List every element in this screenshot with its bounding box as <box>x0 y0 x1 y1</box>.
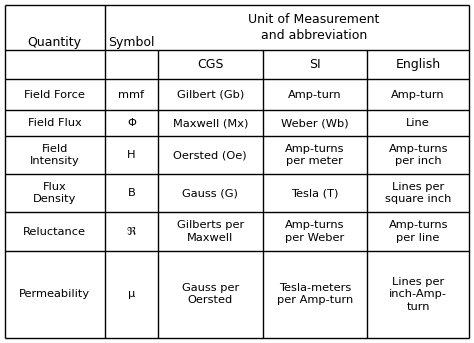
Text: Amp-turns
per meter: Amp-turns per meter <box>285 144 345 166</box>
Text: Lines per
square inch: Lines per square inch <box>385 182 451 204</box>
Text: Gilberts per
Maxwell: Gilberts per Maxwell <box>177 220 244 243</box>
Text: Field Flux: Field Flux <box>28 118 82 128</box>
Text: Gilbert (Gb): Gilbert (Gb) <box>177 90 244 100</box>
Text: Amp-turn: Amp-turn <box>288 90 342 100</box>
Text: Symbol: Symbol <box>108 36 155 49</box>
Text: Flux
Density: Flux Density <box>33 182 76 204</box>
Text: Field Force: Field Force <box>24 90 85 100</box>
Text: English: English <box>396 58 441 71</box>
Text: mmf: mmf <box>118 90 145 100</box>
Text: Quantity: Quantity <box>27 36 82 49</box>
Text: ℜ: ℜ <box>127 227 136 237</box>
Text: Amp-turn: Amp-turn <box>392 90 445 100</box>
Text: Maxwell (Mx): Maxwell (Mx) <box>173 118 248 128</box>
Text: Oersted (Oe): Oersted (Oe) <box>173 150 247 160</box>
Text: Field
Intensity: Field Intensity <box>30 144 80 166</box>
Text: Line: Line <box>406 118 430 128</box>
Text: Tesla-meters
per Amp-turn: Tesla-meters per Amp-turn <box>277 283 353 306</box>
Text: SI: SI <box>309 58 320 71</box>
Text: Lines per
inch-Amp-
turn: Lines per inch-Amp- turn <box>389 277 447 312</box>
Text: Φ: Φ <box>127 118 136 128</box>
Text: Tesla (T): Tesla (T) <box>291 188 338 198</box>
Text: Gauss (G): Gauss (G) <box>182 188 238 198</box>
Text: Permeability: Permeability <box>19 289 90 299</box>
Text: μ: μ <box>128 289 135 299</box>
Text: Amp-turns
per inch: Amp-turns per inch <box>388 144 448 166</box>
Text: B: B <box>128 188 135 198</box>
Text: Reluctance: Reluctance <box>23 227 86 237</box>
Text: Unit of Measurement
and abbreviation: Unit of Measurement and abbreviation <box>248 13 379 42</box>
Text: H: H <box>127 150 136 160</box>
Text: Amp-turns
per line: Amp-turns per line <box>388 220 448 243</box>
Text: Gauss per
Oersted: Gauss per Oersted <box>182 283 239 306</box>
Text: Amp-turns
per Weber: Amp-turns per Weber <box>285 220 345 243</box>
Text: CGS: CGS <box>197 58 224 71</box>
Text: Weber (Wb): Weber (Wb) <box>281 118 348 128</box>
